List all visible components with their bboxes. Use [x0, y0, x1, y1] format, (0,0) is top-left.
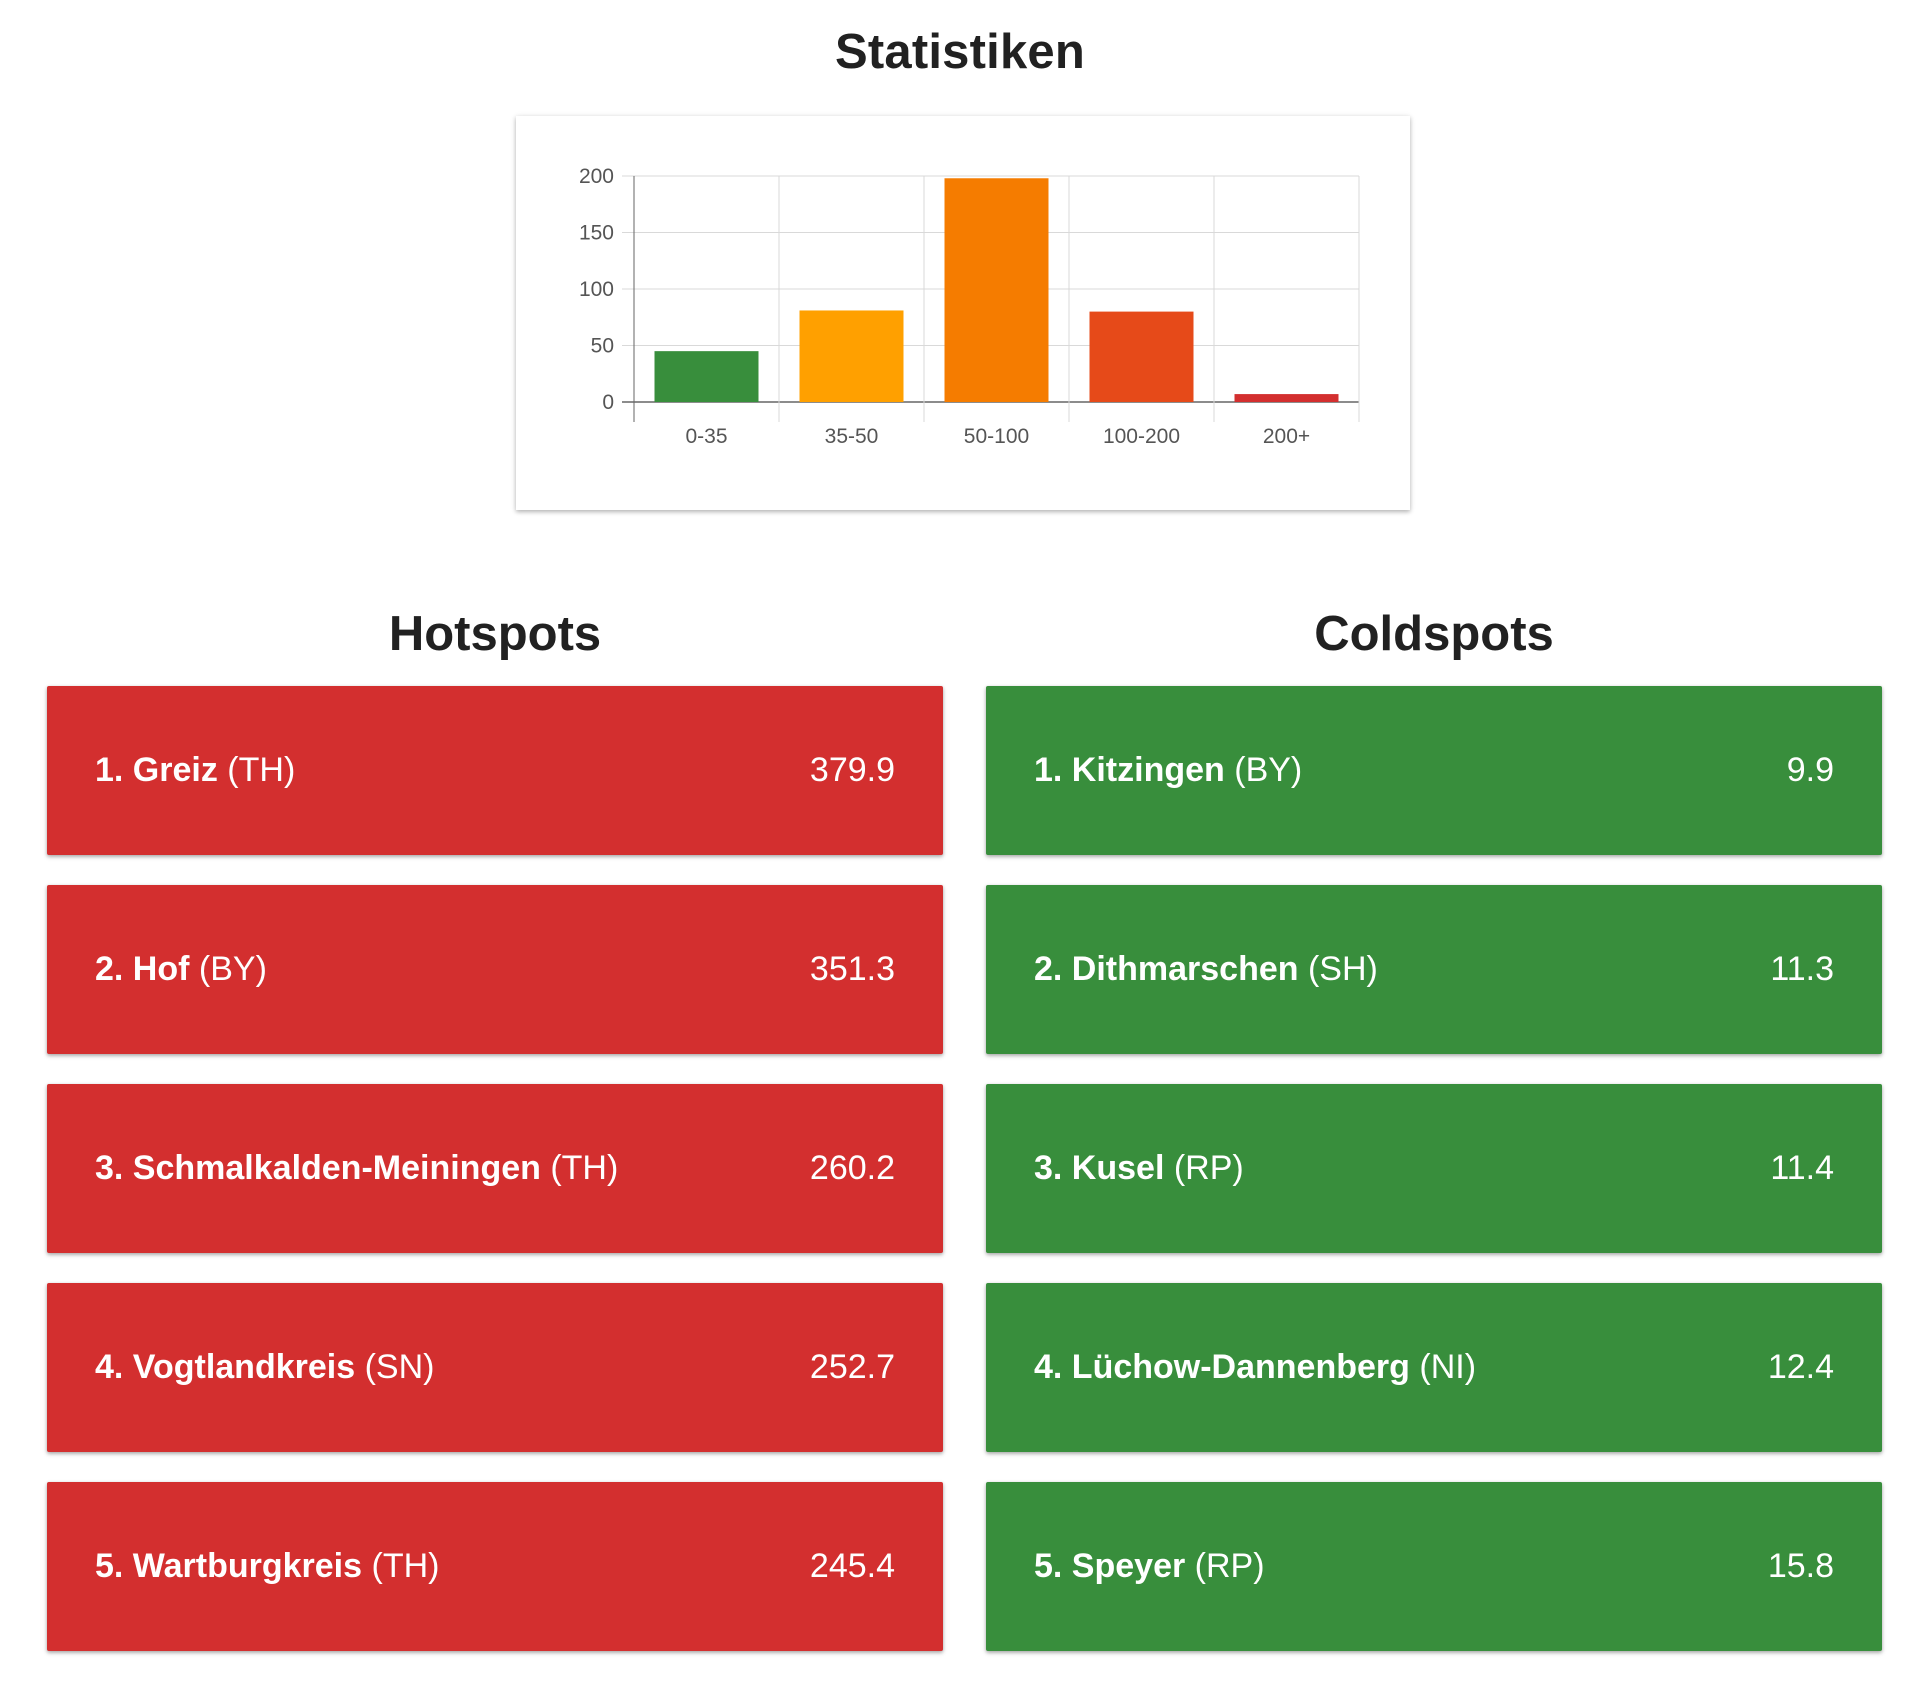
hotspot-value: 252.7: [809, 1348, 895, 1386]
hotspot-item[interactable]: 3. Schmalkalden-Meiningen (TH) 260.2: [47, 1084, 943, 1253]
coldspot-label: 2. Dithmarschen (SH): [1034, 950, 1378, 989]
hotspot-state: (TH): [227, 751, 296, 789]
hotspot-label: 3. Schmalkalden-Meiningen (TH): [95, 1149, 618, 1188]
coldspot-label: 4. Lüchow-Dannenberg (NI): [1034, 1348, 1476, 1387]
hotspot-item[interactable]: 1. Greiz (TH) 379.9: [47, 686, 943, 855]
coldspot-name: 1. Kitzingen: [1034, 751, 1225, 789]
hotspot-item[interactable]: 4. Vogtlandkreis (SN) 252.7: [47, 1283, 943, 1452]
hotspot-state: (BY): [198, 950, 267, 988]
bar-50-100: [944, 178, 1049, 402]
coldspot-item[interactable]: 3. Kusel (RP) 11.4: [986, 1084, 1882, 1253]
x-tick-label: 50-100: [964, 425, 1029, 448]
hotspot-name: 2. Hof: [95, 950, 190, 988]
coldspots-title: Coldspots: [1314, 607, 1554, 661]
hotspot-value: 245.4: [809, 1547, 895, 1585]
coldspot-state: (NI): [1419, 1348, 1477, 1386]
coldspot-name: 4. Lüchow-Dannenberg: [1034, 1348, 1410, 1386]
hotspots-title: Hotspots: [388, 607, 602, 661]
coldspot-value: 15.8: [1767, 1547, 1834, 1585]
coldspot-item[interactable]: 5. Speyer (RP) 15.8: [986, 1482, 1882, 1651]
hotspot-value: 379.9: [809, 751, 895, 789]
hotspot-name: 5. Wartburgkreis: [95, 1547, 363, 1585]
bar-0-35: [654, 351, 759, 402]
coldspot-value: 11.4: [1770, 1149, 1834, 1187]
x-tick-label: 0-35: [685, 425, 727, 448]
bar-35-50: [799, 310, 904, 402]
coldspot-value: 9.9: [1786, 751, 1834, 789]
hotspot-name: 3. Schmalkalden-Meiningen: [95, 1149, 541, 1187]
hotspot-value: 260.2: [809, 1149, 895, 1187]
hotspot-state: (TH): [371, 1547, 440, 1585]
coldspot-state: (SH): [1307, 950, 1378, 988]
y-tick-label: 0: [602, 391, 614, 414]
hotspot-item[interactable]: 5. Wartburgkreis (TH) 245.4: [47, 1482, 943, 1651]
hotspot-value: 351.3: [809, 950, 895, 988]
y-tick-label: 100: [579, 278, 614, 301]
coldspot-item[interactable]: 2. Dithmarschen (SH) 11.3: [986, 885, 1882, 1054]
coldspot-name: 2. Dithmarschen: [1034, 950, 1299, 988]
coldspot-name: 3. Kusel: [1034, 1149, 1165, 1187]
hotspot-label: 5. Wartburgkreis (TH): [95, 1547, 439, 1586]
x-tick-label: 200+: [1263, 425, 1310, 448]
coldspots-list: 1. Kitzingen (BY) 9.9 2. Dithmarschen (S…: [986, 686, 1882, 1681]
coldspot-label: 5. Speyer (RP): [1034, 1547, 1265, 1586]
hotspot-state: (TH): [550, 1149, 619, 1187]
hotspot-item[interactable]: 2. Hof (BY) 351.3: [47, 885, 943, 1054]
hotspot-state: (SN): [364, 1348, 435, 1386]
y-tick-label: 200: [579, 165, 614, 188]
hotspot-name: 1. Greiz: [95, 751, 218, 789]
coldspot-item[interactable]: 4. Lüchow-Dannenberg (NI) 12.4: [986, 1283, 1882, 1452]
hotspots-list: 1. Greiz (TH) 379.9 2. Hof (BY) 351.3 3.…: [47, 686, 943, 1681]
coldspot-item[interactable]: 1. Kitzingen (BY) 9.9: [986, 686, 1882, 855]
coldspot-name: 5. Speyer: [1034, 1547, 1186, 1585]
x-tick-label: 100-200: [1103, 425, 1180, 448]
page-title: Statistiken: [835, 25, 1085, 79]
coldspot-label: 3. Kusel (RP): [1034, 1149, 1244, 1188]
coldspot-label: 1. Kitzingen (BY): [1034, 751, 1302, 790]
x-tick-label: 35-50: [825, 425, 879, 448]
coldspot-state: (BY): [1234, 751, 1303, 789]
statistics-chart-card: 200 150 100 50 0 0-35 35-50 50-100 100-200 200+: [516, 116, 1410, 510]
y-tick-label: 150: [579, 222, 614, 245]
hotspot-label: 2. Hof (BY): [95, 950, 267, 989]
hotspot-label: 4. Vogtlandkreis (SN): [95, 1348, 434, 1387]
bar-100-200: [1089, 311, 1194, 402]
statistics-bar-chart: 200 150 100 50 0 0-35 35-50 50-100 100-200 200+: [579, 165, 1360, 448]
hotspot-label: 1. Greiz (TH): [95, 751, 295, 790]
bar-200+: [1234, 394, 1339, 402]
y-tick-label: 50: [591, 335, 614, 358]
coldspot-value: 12.4: [1767, 1348, 1834, 1386]
coldspot-state: (RP): [1194, 1547, 1265, 1585]
coldspot-state: (RP): [1173, 1149, 1244, 1187]
hotspot-name: 4. Vogtlandkreis: [95, 1348, 356, 1386]
coldspot-value: 11.3: [1770, 950, 1834, 988]
